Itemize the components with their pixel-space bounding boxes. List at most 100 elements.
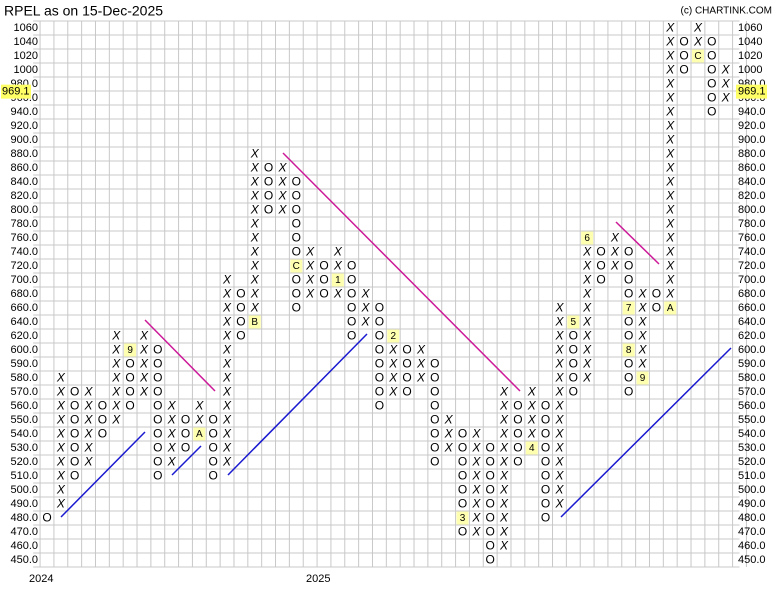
o-box: O	[125, 385, 134, 399]
o-box: O	[236, 301, 245, 315]
x-box: X	[388, 343, 398, 357]
o-box: O	[153, 455, 162, 469]
o-box: O	[458, 483, 467, 497]
support-line	[60, 431, 146, 518]
o-box: O	[153, 413, 162, 427]
o-box: O	[541, 413, 550, 427]
y-tick-label-right: 540.0	[738, 428, 766, 440]
x-box: X	[471, 497, 481, 511]
o-box: O	[458, 427, 467, 441]
x-box: X	[527, 385, 537, 399]
y-tick-label: 540.0	[10, 428, 38, 440]
o-box: O	[541, 469, 550, 483]
o-box: O	[707, 63, 716, 77]
month-marker-bg	[664, 301, 677, 315]
o-box: O	[209, 427, 218, 441]
x-box: X	[499, 427, 509, 441]
o-box: O	[430, 357, 439, 371]
x-box: X	[139, 357, 149, 371]
x-box: X	[250, 259, 260, 273]
x-box: X	[167, 427, 177, 441]
o-box: O	[707, 105, 716, 119]
x-box: X	[665, 189, 675, 203]
support-line	[560, 347, 732, 518]
o-box: O	[153, 469, 162, 483]
y-tick-label: 880.0	[10, 148, 38, 160]
o-box: O	[264, 175, 273, 189]
x-box: X	[554, 357, 564, 371]
x-box: X	[638, 357, 648, 371]
x-box: X	[416, 357, 426, 371]
o-box: O	[596, 273, 605, 287]
o-box: O	[153, 441, 162, 455]
o-box: O	[264, 161, 273, 175]
support-line	[171, 445, 202, 476]
o-box: O	[458, 455, 467, 469]
o-box: O	[153, 371, 162, 385]
x-box: X	[665, 105, 675, 119]
x-box: X	[554, 329, 564, 343]
o-box: O	[375, 329, 384, 343]
o-box: O	[513, 427, 522, 441]
x-box: X	[139, 371, 149, 385]
y-tick-label: 820.0	[10, 190, 38, 202]
o-box: O	[430, 399, 439, 413]
month-marker-bg	[622, 343, 635, 357]
x-box: X	[554, 371, 564, 385]
x-box: X	[250, 287, 260, 301]
y-tick-label: 520.0	[10, 456, 38, 468]
x-box: X	[610, 245, 620, 259]
o-box: O	[402, 371, 411, 385]
resistance-line	[282, 152, 521, 392]
o-box: O	[153, 357, 162, 371]
y-tick-label: 760.0	[10, 232, 38, 244]
o-box: O	[153, 427, 162, 441]
x-box: X	[305, 287, 315, 301]
o-box: O	[569, 329, 578, 343]
o-box: O	[486, 553, 495, 567]
y-tick-label: 680.0	[10, 288, 38, 300]
x-box: X	[277, 161, 287, 175]
x-box: X	[721, 91, 731, 105]
x-box: X	[388, 385, 398, 399]
x-box: X	[471, 469, 481, 483]
month-marker-bg	[567, 315, 580, 329]
month-marker: A	[196, 429, 203, 440]
o-column: OO	[652, 287, 661, 315]
y-tick-label-right: 480.0	[738, 512, 766, 524]
y-tick-label: 550.0	[10, 414, 38, 426]
x-box: X	[250, 203, 260, 217]
o-box: O	[209, 469, 218, 483]
x-box: X	[582, 357, 592, 371]
x-box: X	[222, 287, 232, 301]
o-column: OOO	[319, 259, 328, 301]
x-box: X	[665, 175, 675, 189]
x-box: X	[527, 399, 537, 413]
y-tick-label: 780.0	[10, 218, 38, 230]
o-box: O	[70, 427, 79, 441]
month-marker: 2	[390, 331, 396, 342]
x-box: X	[499, 455, 509, 469]
x-box: X	[56, 497, 66, 511]
y-tick-label-right: 520.0	[738, 456, 766, 468]
y-tick-label-right: 600.0	[738, 344, 766, 356]
current-price-label: 969.1	[738, 86, 766, 98]
y-tick-label: 800.0	[10, 204, 38, 216]
o-box: O	[209, 455, 218, 469]
x-column: XXX	[610, 231, 620, 273]
o-box: O	[569, 343, 578, 357]
month-marker-bg	[387, 329, 400, 343]
o-box: O	[153, 343, 162, 357]
x-box: X	[111, 329, 121, 343]
x-box: X	[665, 119, 675, 133]
o-box: O	[624, 259, 633, 273]
x-box: X	[638, 315, 648, 329]
o-box: O	[98, 399, 107, 413]
x-box: X	[361, 301, 371, 315]
x-box: X	[250, 175, 260, 189]
